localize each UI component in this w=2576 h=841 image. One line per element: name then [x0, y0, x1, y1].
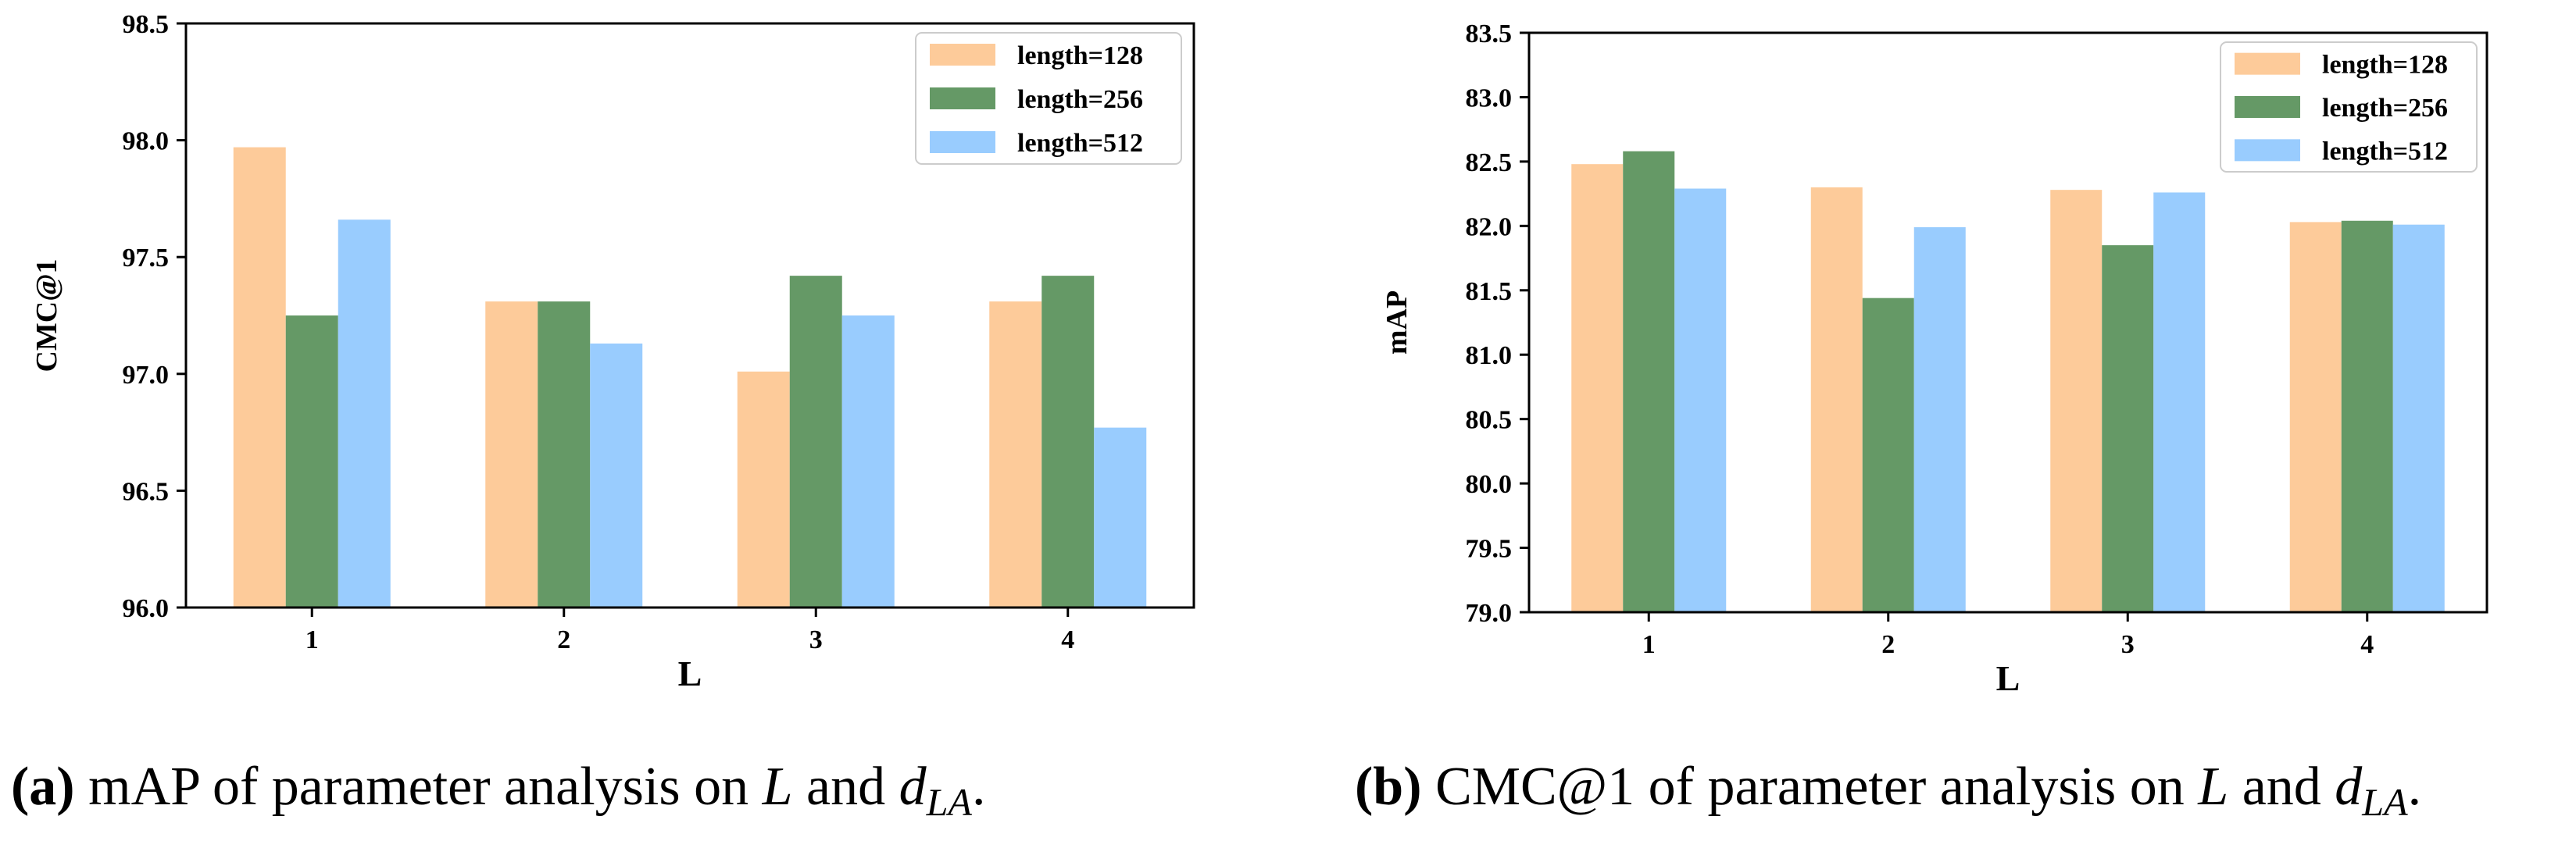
chart-a: 96.0 96.5 97.0 97.5 98.0 98.5 1 2 3 4 L CMC@1 length…	[30, 10, 1195, 693]
chart-a-ylabel: CMC@1	[30, 258, 63, 372]
chart-b-xtick-label-0: 1	[1642, 630, 1656, 659]
caption-a-subscript: LA	[926, 780, 973, 824]
chart-b-xlabel: L	[1996, 658, 2020, 698]
chart-b-ylabel: mAP	[1381, 290, 1413, 355]
chart-a-bar-length-256-cat-1	[285, 315, 338, 608]
chart-a-ytick-label-4: 98.0	[123, 127, 170, 156]
caption-a-var-d: d	[899, 757, 927, 817]
chart-b-ytick-label-1: 79.5	[1466, 535, 1513, 564]
chart-a-ytick-label-1: 96.5	[123, 477, 170, 506]
chart-b-bar-length-512-cat-4	[2392, 224, 2445, 612]
chart-b-ytick-label-0: 79.0	[1466, 599, 1513, 628]
caption-b-label: (b)	[1355, 757, 1422, 817]
chart-b-ytick-label-8: 83.0	[1466, 84, 1513, 112]
caption-a-mid: and	[793, 757, 899, 817]
chart-b-legend-swatch-1	[2235, 96, 2300, 118]
chart-b-xtick-label-1: 2	[1881, 630, 1895, 659]
chart-b-bar-length-128-cat-3	[2050, 190, 2103, 613]
chart-b-ytick-label-4: 81.0	[1466, 341, 1513, 370]
chart-a-plot-frame	[184, 22, 1195, 609]
chart-a-xlabel: L	[678, 654, 702, 693]
chart-b-ytick-label-9: 83.5	[1466, 20, 1513, 48]
chart-b-bar-length-128-cat-1	[1571, 164, 1624, 613]
caption-b-end: .	[2408, 757, 2422, 817]
caption-b-var-d: d	[2335, 757, 2363, 817]
chart-a-xtick-label-2: 3	[809, 625, 823, 654]
chart-a-bar-length-512-cat-2	[590, 343, 643, 608]
chart-a-xtick-label-1: 2	[557, 625, 570, 654]
chart-a-ytick-label-3: 97.5	[123, 244, 170, 273]
caption-b-text: CMC@1 of parameter analysis on	[1422, 757, 2199, 817]
chart-a-ytick-label-0: 96.0	[123, 594, 170, 623]
chart-b-ytick-label-5: 81.5	[1466, 277, 1513, 306]
chart-a-legend-swatch-0	[930, 44, 995, 66]
chart-b-ytick-label-2: 80.0	[1466, 470, 1513, 499]
caption-a-text: mAP of parameter analysis on	[75, 757, 763, 817]
chart-b-bar-length-256-cat-2	[1862, 298, 1914, 612]
chart-a-ytick-label-2: 97.0	[123, 361, 170, 390]
chart-b-legend-label-1: length=256	[2322, 94, 2448, 123]
chart-a-xtick-label-3: 4	[1061, 625, 1074, 654]
chart-a-bar-length-512-cat-1	[338, 219, 391, 608]
chart-a-xtick-label-0: 1	[305, 625, 319, 654]
chart-b-legend-label-2: length=512	[2322, 137, 2448, 166]
chart-b-bar-length-512-cat-3	[2153, 192, 2206, 612]
chart-a-bar-length-128-cat-4	[989, 301, 1042, 608]
chart-a-legend-swatch-2	[930, 131, 995, 153]
caption-a-label: (a)	[11, 757, 75, 817]
caption-b-var-l: L	[2197, 757, 2228, 817]
chart-a-bar-length-256-cat-2	[538, 301, 591, 608]
chart-b-ytick-label-6: 82.0	[1466, 212, 1513, 241]
chart-a-bar-length-128-cat-2	[485, 301, 538, 608]
chart-b-bar-length-128-cat-4	[2289, 222, 2342, 612]
chart-b-bar-length-512-cat-2	[1913, 226, 1966, 612]
chart-a-legend-label-1: length=256	[1017, 85, 1143, 114]
chart-a-bar-length-128-cat-1	[233, 147, 286, 608]
chart-a-legend-swatch-1	[930, 87, 995, 109]
caption-b: (b) CMC@1 of parameter analysis on L and…	[1355, 757, 2421, 824]
chart-b-xtick-label-3: 4	[2360, 630, 2374, 659]
chart-b-plot-frame	[1527, 31, 2488, 614]
chart-a-legend-label-0: length=128	[1017, 41, 1143, 70]
chart-a-bar-length-128-cat-3	[737, 371, 790, 608]
caption-a: (a) mAP of parameter analysis on L and d…	[11, 757, 985, 824]
chart-a-bar-length-256-cat-3	[789, 276, 842, 608]
chart-a-bar-length-512-cat-3	[841, 315, 895, 608]
chart-b-bar-length-512-cat-1	[1674, 188, 1727, 612]
chart-a-ytick-label-5: 98.5	[123, 10, 170, 39]
chart-b-bar-length-256-cat-4	[2341, 220, 2393, 612]
caption-b-subscript: LA	[2361, 780, 2408, 824]
chart-b-bar-length-256-cat-1	[1623, 151, 1675, 613]
chart-a-legend-label-2: length=512	[1017, 129, 1143, 158]
chart-b: 79.0 79.5 80.0 80.5 81.0 81.5 82.0 82.5 83.0 83.5…	[1381, 20, 2488, 698]
chart-b-legend-swatch-0	[2235, 52, 2300, 75]
chart-b-legend: length=128 length=256 length=512	[2220, 41, 2478, 173]
caption-b-mid: and	[2228, 757, 2335, 817]
chart-a-legend: length=128 length=256 length=512	[915, 32, 1182, 165]
chart-b-ytick-label-3: 80.5	[1466, 406, 1513, 435]
chart-a-bar-length-512-cat-4	[1094, 427, 1147, 608]
chart-b-ytick-label-7: 82.5	[1466, 148, 1513, 177]
chart-b-bar-length-256-cat-3	[2102, 245, 2154, 612]
chart-b-xtick-label-2: 3	[2121, 630, 2135, 659]
chart-b-bar-length-128-cat-2	[1810, 187, 1863, 612]
chart-a-bar-length-256-cat-4	[1041, 276, 1095, 608]
caption-a-end: .	[972, 757, 986, 817]
chart-b-legend-label-0: length=128	[2322, 51, 2448, 80]
caption-a-var-l: L	[762, 757, 793, 817]
chart-b-legend-swatch-2	[2235, 139, 2300, 162]
